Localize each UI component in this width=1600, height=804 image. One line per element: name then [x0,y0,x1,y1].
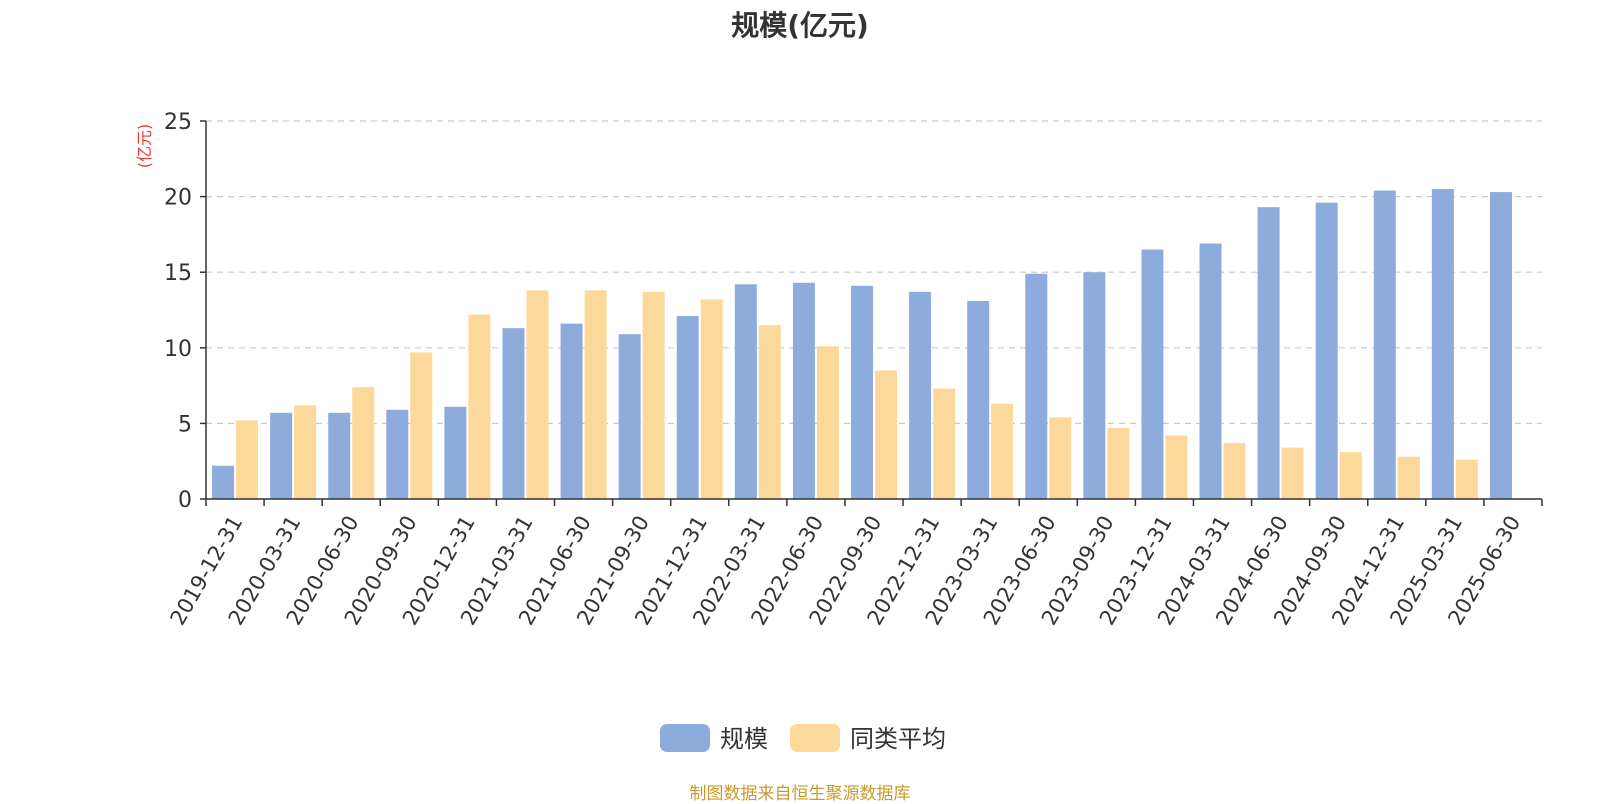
bar-scale [328,412,351,499]
bar-peer-average [758,325,781,499]
bar-scale [1431,189,1454,500]
bar-peer-average [1281,447,1304,499]
bar-scale [734,284,757,499]
bar-peer-average [1397,456,1420,499]
chart-title: 规模(亿元) [731,9,869,42]
y-tick-label: 10 [164,337,192,362]
legend-swatch-scale[interactable] [660,724,710,752]
bar-peer-average [352,387,375,499]
y-tick-label: 20 [164,186,192,211]
bar-scale [444,406,467,499]
bar-peer-average [1339,452,1362,499]
bar-scale [792,282,815,499]
bar-scale [851,285,873,499]
bar-peer-average [1107,427,1130,499]
bar-peer-average [1223,443,1246,499]
bar-peer-average [933,388,956,499]
legend-label-peer-average[interactable]: 同类平均 [850,725,946,753]
bar-peer-average [294,405,317,499]
bar-scale [1083,272,1106,499]
bar-scale [618,334,641,499]
bar-peer-average [700,299,723,499]
y-tick-label: 5 [178,412,192,437]
legend-label-scale[interactable]: 规模 [720,725,768,753]
legend[interactable]: 规模 同类平均 [660,724,946,753]
bar-peer-average [584,290,607,499]
bar-scale [967,300,990,499]
bar-peer-average [236,420,259,499]
bar-scale [909,291,932,499]
bar-scale [560,323,583,499]
bar-scale [270,412,293,499]
bar-peer-average [1165,435,1188,499]
y-tick-label: 25 [164,110,192,135]
bar-scale [1257,207,1280,499]
bar-scale [1141,249,1164,499]
bars [212,189,1512,500]
source-note: 制图数据来自恒生聚源数据库 [689,784,911,804]
grid-lines [206,120,1542,424]
bar-peer-average [875,370,897,499]
bar-scale [386,409,409,499]
y-tick-label: 15 [164,261,192,286]
bar-peer-average [526,290,549,499]
bar-scale [1315,202,1338,499]
legend-swatch-peer-average[interactable] [790,724,840,752]
bar-peer-average [991,403,1014,499]
bar-peer-average [1455,459,1478,499]
bar-scale [1025,273,1048,499]
bar-scale [1199,243,1222,499]
bar-scale [676,316,699,499]
bar-peer-average [468,314,491,499]
y-tick-label: 0 [178,488,192,513]
bar-peer-average [1049,417,1072,499]
bar-peer-average [410,352,433,499]
bar-peer-average [816,346,839,499]
bar-scale [1373,190,1396,499]
bar-scale [212,465,235,499]
bar-peer-average [642,291,665,499]
bar-scale [1489,192,1512,499]
y-axis-label: (亿元) [135,124,154,169]
bar-scale [502,328,525,499]
